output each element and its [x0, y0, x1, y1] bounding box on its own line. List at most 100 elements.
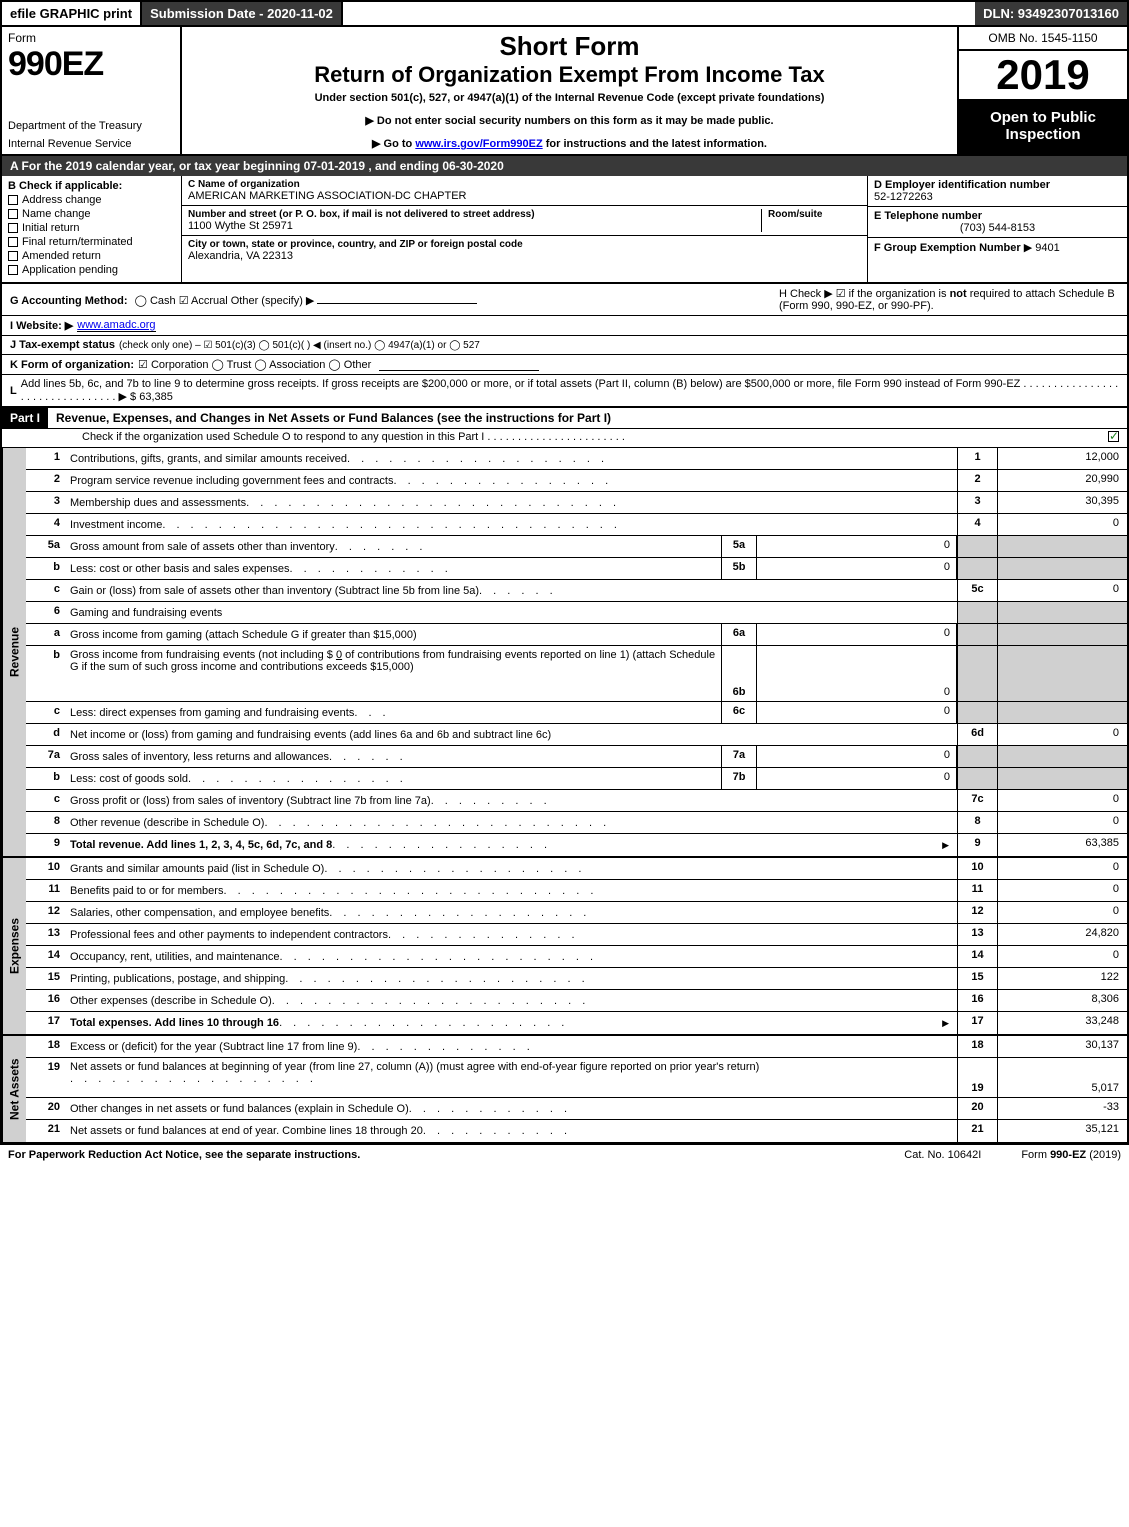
ln17-col: 17 — [957, 1012, 997, 1034]
ln4-num: 4 — [26, 514, 66, 535]
website-link[interactable]: www.amadc.org — [77, 319, 155, 332]
city-label: City or town, state or province, country… — [188, 239, 861, 250]
ln6d-val: 0 — [997, 724, 1127, 745]
line-6a: a Gross income from gaming (attach Sched… — [26, 624, 1127, 646]
g-other-line[interactable] — [317, 292, 477, 304]
ln20-val: -33 — [997, 1098, 1127, 1119]
ln7a-desc: Gross sales of inventory, less returns a… — [70, 751, 329, 763]
ln15-val: 122 — [997, 968, 1127, 989]
ln5c-col: 5c — [957, 580, 997, 601]
ln7b-val-grey — [997, 768, 1127, 789]
ln7c-col: 7c — [957, 790, 997, 811]
row-g-h: G Accounting Method: ◯ Cash ☑ Accrual Ot… — [2, 284, 1127, 316]
ln1-desc: Contributions, gifts, grants, and simila… — [70, 453, 347, 465]
part1-schedule-o-check[interactable] — [1108, 431, 1119, 445]
ln4-col: 4 — [957, 514, 997, 535]
ln21-desc: Net assets or fund balances at end of ye… — [70, 1125, 423, 1137]
ln1-num: 1 — [26, 448, 66, 469]
ln6c-col-grey — [957, 702, 997, 723]
chk-initial-return[interactable]: Initial return — [8, 222, 175, 234]
ln8-desc: Other revenue (describe in Schedule O) — [70, 817, 264, 829]
ln11-col: 11 — [957, 880, 997, 901]
part1-sub: Check if the organization used Schedule … — [0, 429, 1129, 448]
efile-label[interactable]: efile GRAPHIC print — [2, 2, 142, 25]
org-name-label: C Name of organization — [188, 179, 861, 190]
org-name: AMERICAN MARKETING ASSOCIATION-DC CHAPTE… — [188, 190, 861, 202]
ln6d-desc: Net income or (loss) from gaming and fun… — [70, 729, 551, 741]
line-6c: c Less: direct expenses from gaming and … — [26, 702, 1127, 724]
ln21-val: 35,121 — [997, 1120, 1127, 1142]
box-b: B Check if applicable: Address change Na… — [2, 176, 182, 282]
ln7a-val-grey — [997, 746, 1127, 767]
j-lead: J Tax-exempt status — [10, 339, 115, 351]
ln7a-num: 7a — [26, 746, 66, 767]
chk-final-return[interactable]: Final return/terminated — [8, 236, 175, 248]
chk-application-pending[interactable]: Application pending — [8, 264, 175, 276]
l-text: Add lines 5b, 6c, and 7b to line 9 to de… — [21, 378, 1119, 403]
ln2-num: 2 — [26, 470, 66, 491]
ln5a-subcol: 5a — [721, 536, 757, 557]
ln5b-desc: Less: cost or other basis and sales expe… — [70, 563, 290, 575]
box-d-e-f: D Employer identification number 52-1272… — [867, 176, 1127, 282]
row-l: L Add lines 5b, 6c, and 7b to line 9 to … — [2, 375, 1127, 408]
chk-address-change[interactable]: Address change — [8, 194, 175, 206]
tel-label: E Telephone number — [874, 210, 1121, 222]
sub3-pre: ▶ Go to — [372, 138, 415, 150]
ln10-num: 10 — [26, 858, 66, 879]
ln6a-desc: Gross income from gaming (attach Schedul… — [70, 629, 417, 641]
line-7c: c Gross profit or (loss) from sales of i… — [26, 790, 1127, 812]
ln10-val: 0 — [997, 858, 1127, 879]
ln3-col: 3 — [957, 492, 997, 513]
k-other-line[interactable] — [379, 359, 539, 371]
ln7a-subval: 0 — [757, 746, 957, 767]
ln13-desc: Professional fees and other payments to … — [70, 929, 388, 941]
ln7b-num: b — [26, 768, 66, 789]
top-bar: efile GRAPHIC print Submission Date - 20… — [0, 0, 1129, 27]
line-6: 6 Gaming and fundraising events — [26, 602, 1127, 624]
ln6d-num: d — [26, 724, 66, 745]
tax-period: A For the 2019 calendar year, or tax yea… — [0, 156, 1129, 176]
ln13-num: 13 — [26, 924, 66, 945]
ln5b-val-grey — [997, 558, 1127, 579]
dept-treasury: Department of the Treasury — [8, 120, 174, 132]
ln7b-subcol: 7b — [721, 768, 757, 789]
chk-amended-return[interactable]: Amended return — [8, 250, 175, 262]
ln17-desc: Total expenses. Add lines 10 through 16 — [70, 1017, 279, 1029]
ln6-col-grey — [957, 602, 997, 623]
k-rest: ☑ Corporation ◯ Trust ◯ Association ◯ Ot… — [138, 358, 371, 371]
omb-number: OMB No. 1545-1150 — [959, 27, 1127, 51]
ein: 52-1272263 — [874, 191, 1121, 203]
line-5b: b Less: cost or other basis and sales ex… — [26, 558, 1127, 580]
ln2-val: 20,990 — [997, 470, 1127, 491]
telephone: (703) 544-8153 — [874, 222, 1121, 234]
ln5a-subval: 0 — [757, 536, 957, 557]
ln11-desc: Benefits paid to or for members — [70, 885, 223, 897]
line-14: 14 Occupancy, rent, utilities, and maint… — [26, 946, 1127, 968]
part1-sub-text: Check if the organization used Schedule … — [82, 431, 625, 445]
ln7a-subcol: 7a — [721, 746, 757, 767]
ln15-col: 15 — [957, 968, 997, 989]
ln6b-num: b — [26, 646, 66, 701]
ln5b-num: b — [26, 558, 66, 579]
form-header: Form 990EZ Department of the Treasury In… — [0, 27, 1129, 156]
expenses-section: Expenses 10 Grants and similar amounts p… — [2, 856, 1127, 1034]
ln7c-desc: Gross profit or (loss) from sales of inv… — [70, 795, 431, 807]
ln2-col: 2 — [957, 470, 997, 491]
ln20-desc: Other changes in net assets or fund bala… — [70, 1103, 409, 1115]
sub3-post: for instructions and the latest informat… — [543, 138, 767, 150]
ln7b-col-grey — [957, 768, 997, 789]
chk-name-change[interactable]: Name change — [8, 208, 175, 220]
ln6a-num: a — [26, 624, 66, 645]
ln10-desc: Grants and similar amounts paid (list in… — [70, 863, 324, 875]
ln1-val: 12,000 — [997, 448, 1127, 469]
ln6b-col-grey — [957, 646, 997, 701]
line-13: 13 Professional fees and other payments … — [26, 924, 1127, 946]
h-text1: H Check ▶ ☑ if the organization is — [779, 288, 950, 300]
line-15: 15 Printing, publications, postage, and … — [26, 968, 1127, 990]
box-c: C Name of organization AMERICAN MARKETIN… — [182, 176, 867, 282]
ln15-desc: Printing, publications, postage, and shi… — [70, 973, 285, 985]
line-18: 18 Excess or (deficit) for the year (Sub… — [26, 1036, 1127, 1058]
ln6b-val-grey — [997, 646, 1127, 701]
irs-link[interactable]: www.irs.gov/Form990EZ — [415, 138, 542, 150]
box-b-header: B Check if applicable: — [8, 180, 175, 192]
